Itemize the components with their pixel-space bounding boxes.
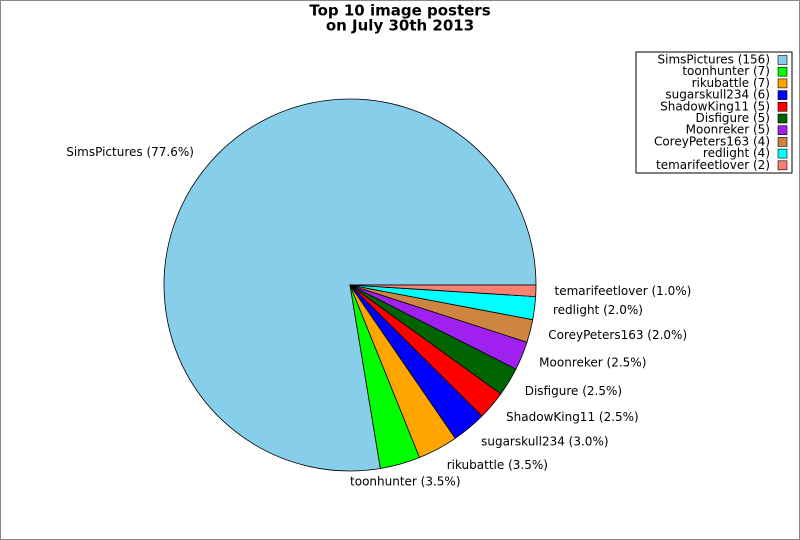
slice-label: rikubattle (3.5%) bbox=[447, 458, 548, 472]
legend-swatch bbox=[777, 113, 788, 124]
legend-swatch bbox=[777, 137, 788, 147]
legend-swatch bbox=[777, 55, 788, 65]
slice-label: toonhunter (3.5%) bbox=[350, 474, 461, 488]
slice-label: temarifeetlover (1.0%) bbox=[555, 284, 692, 298]
legend-swatch bbox=[777, 102, 788, 112]
legend-label: Moonreker (5) bbox=[686, 123, 770, 137]
legend-box bbox=[635, 51, 793, 174]
legend-label: Disfigure (5) bbox=[696, 111, 770, 125]
legend-label: toonhunter (7) bbox=[682, 64, 770, 78]
legend-swatch bbox=[777, 125, 788, 135]
legend-label: SimsPictures (156) bbox=[658, 53, 771, 67]
legend-label: ShadowKing11 (5) bbox=[660, 99, 770, 113]
slice-label: Moonreker (2.5%) bbox=[539, 355, 646, 369]
legend-swatch bbox=[777, 160, 788, 171]
legend-swatch bbox=[777, 78, 788, 89]
slice-label: CoreyPeters163 (2.0%) bbox=[548, 328, 687, 342]
legend-swatch bbox=[777, 90, 788, 100]
legend-swatch bbox=[777, 66, 788, 77]
chart-title: Top 10 image posters bbox=[309, 2, 490, 20]
slice-label: ShadowKing11 (2.5%) bbox=[506, 410, 639, 424]
legend-swatch bbox=[777, 148, 788, 159]
legend-label: rikubattle (7) bbox=[692, 76, 770, 90]
legend-label: sugarskull234 (6) bbox=[665, 88, 770, 102]
slice-label: redlight (2.0%) bbox=[553, 303, 643, 317]
legend-label: temarifeetlover (2) bbox=[656, 158, 770, 172]
slice-label: sugarskull234 (3.0%) bbox=[481, 435, 608, 449]
pie-slice bbox=[349, 284, 537, 298]
slice-label: Disfigure (2.5%) bbox=[525, 384, 622, 398]
legend-label: redlight (4) bbox=[703, 146, 770, 160]
legend-label: CoreyPeters163 (4) bbox=[654, 134, 770, 148]
slice-label: SimsPictures (77.6%) bbox=[66, 145, 194, 159]
chart-subtitle: on July 30th 2013 bbox=[326, 17, 474, 35]
